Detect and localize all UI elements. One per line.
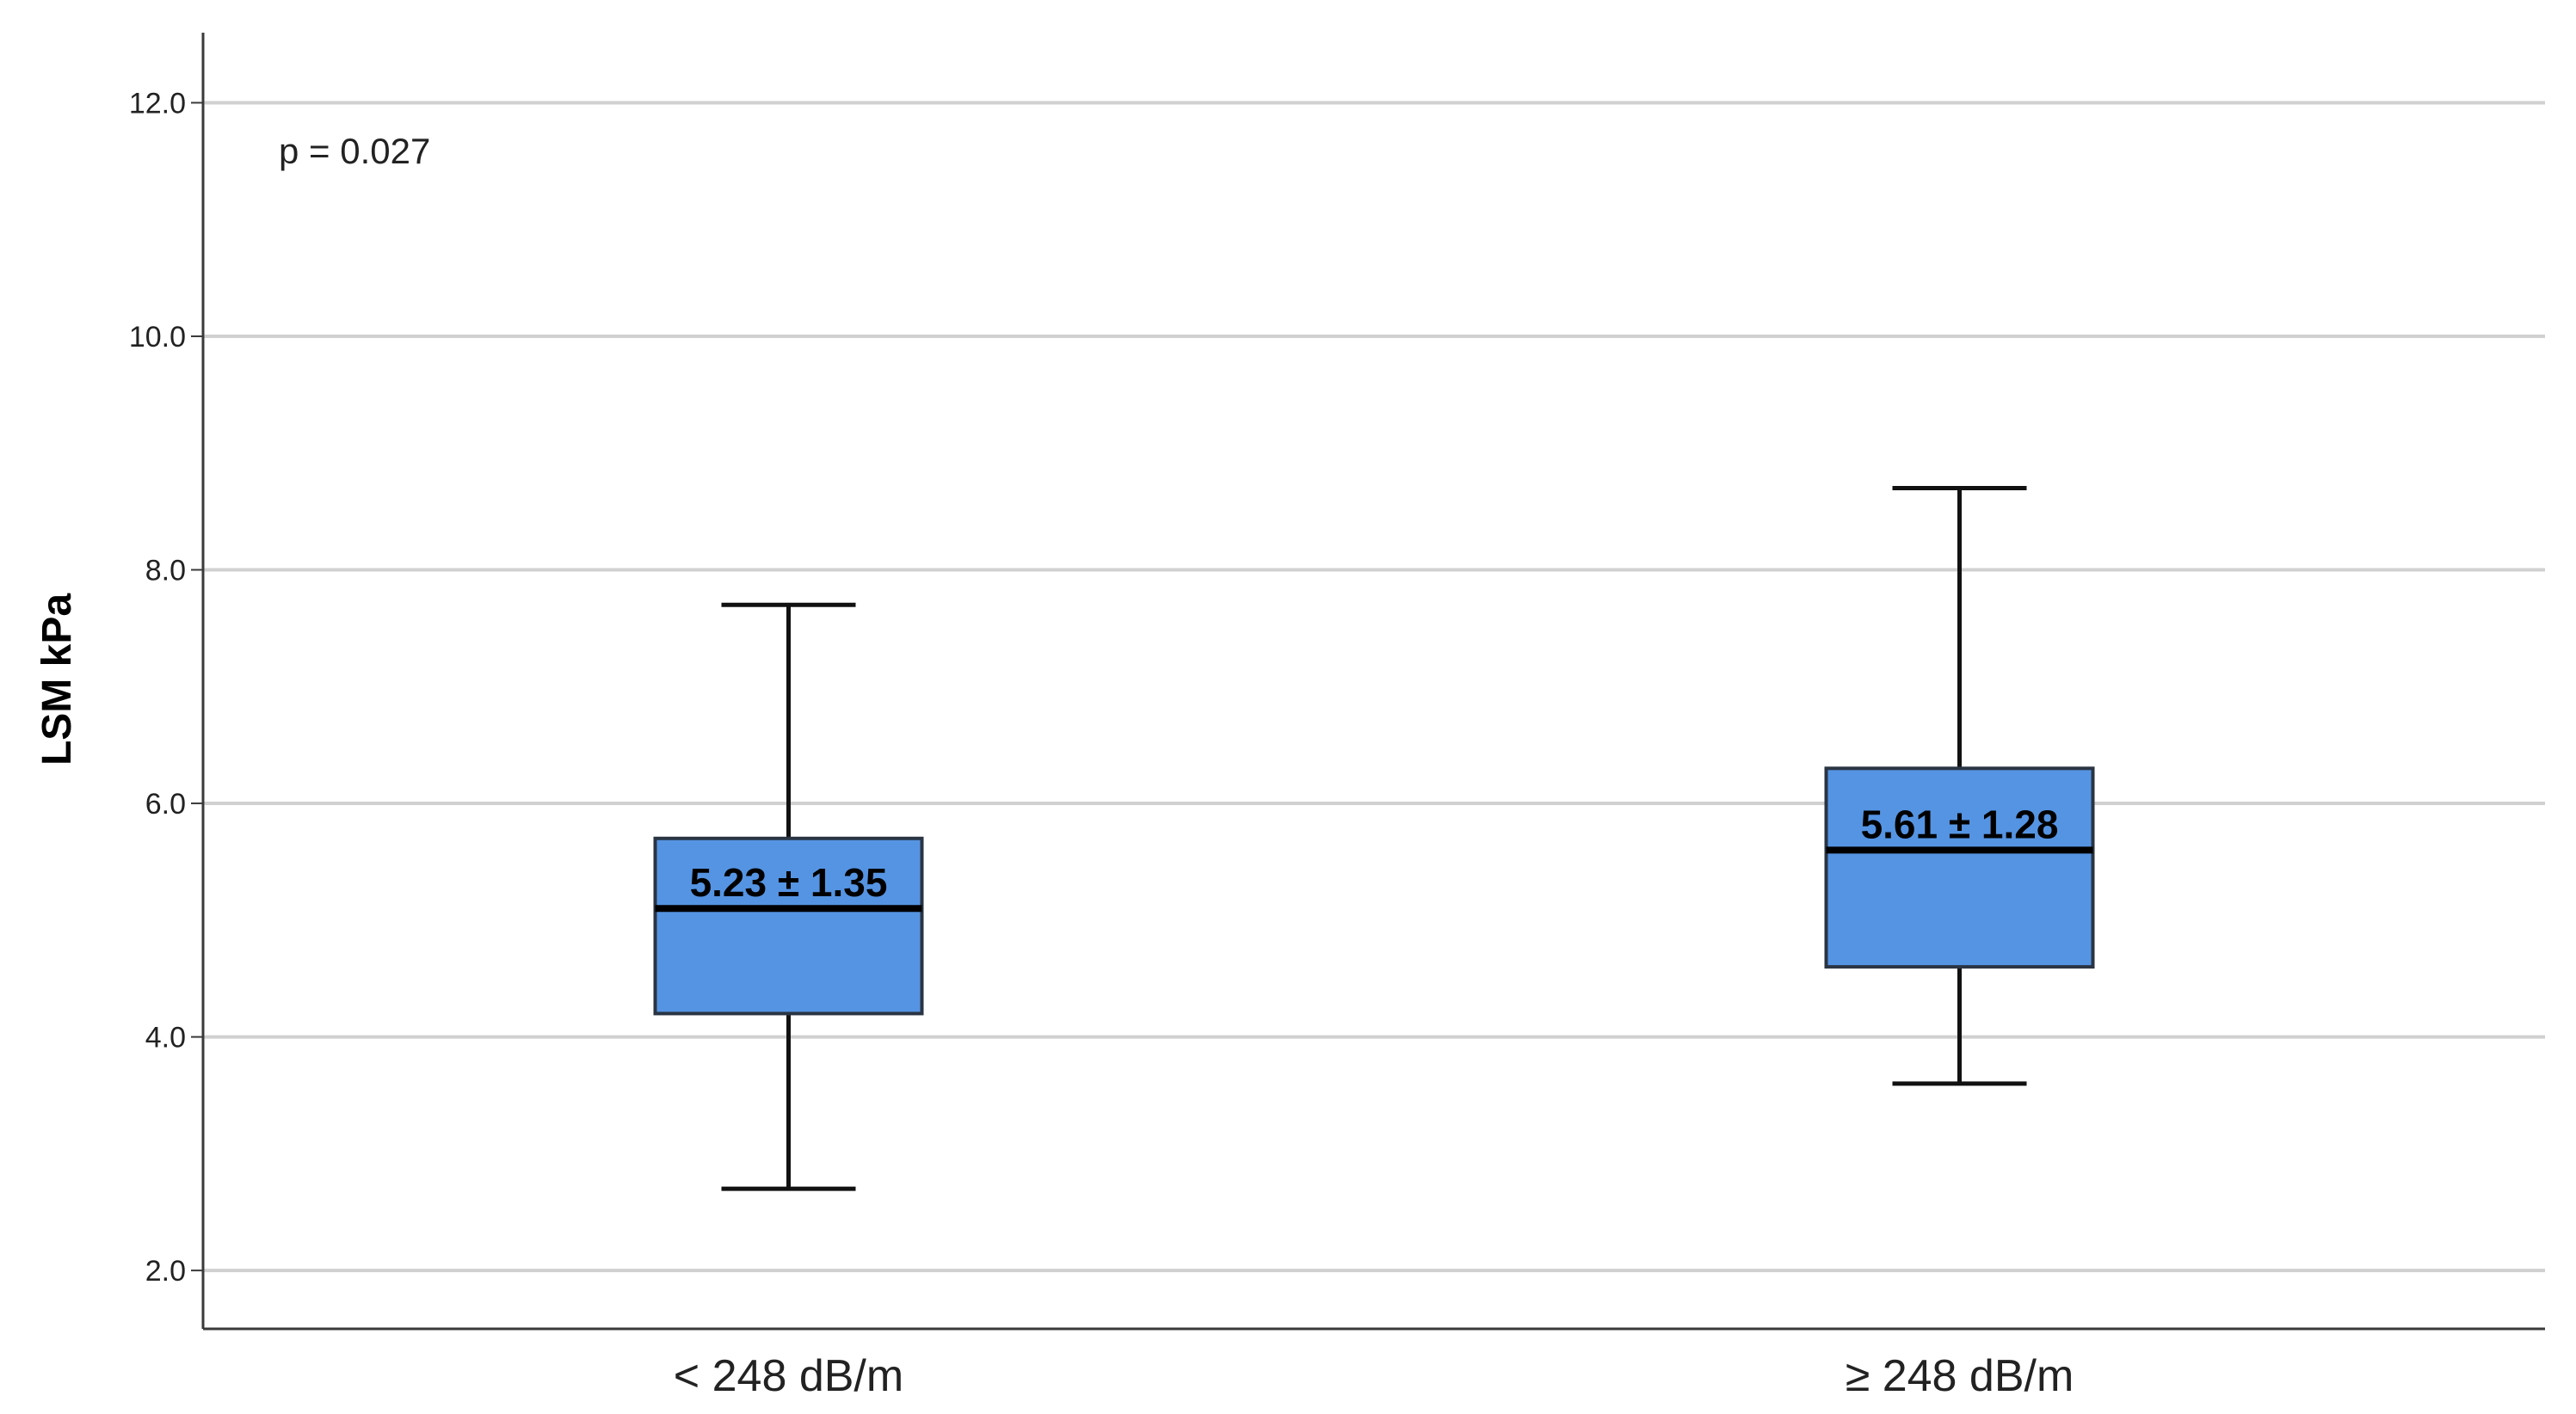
p-value-annotation: p = 0.027 (279, 131, 430, 171)
y-tick-label: 6.0 (145, 788, 186, 821)
y-tick-label: 10.0 (129, 321, 186, 354)
box-group: 5.61 ± 1.28 (1824, 485, 2095, 1086)
category-labels: < 248 dB/m ≥ 248 dB/m (674, 1351, 2074, 1401)
box-group: 5.23 ± 1.35 (653, 602, 924, 1191)
y-tick-label: 2.0 (145, 1255, 186, 1288)
y-tick-labels: 2.0 4.0 6.0 8.0 10.0 12.0 (129, 87, 186, 1288)
iqr-box (1824, 766, 2095, 969)
x-category-label: ≥ 248 dB/m (1846, 1351, 2074, 1401)
axes (191, 33, 2545, 1331)
box-value-label: 5.61 ± 1.28 (1861, 802, 2059, 846)
y-tick-label: 4.0 (145, 1022, 186, 1054)
box-value-label: 5.23 ± 1.35 (690, 860, 888, 905)
y-axis-title: LSM kPa (34, 593, 80, 765)
boxes: 5.23 ± 1.35 5.61 ± 1.28 (653, 485, 2095, 1191)
iqr-box (653, 836, 924, 1016)
y-tick-label: 8.0 (145, 555, 186, 587)
grid-lines (203, 101, 2545, 1273)
y-tick-label: 12.0 (129, 87, 186, 120)
x-category-label: < 248 dB/m (674, 1351, 903, 1401)
